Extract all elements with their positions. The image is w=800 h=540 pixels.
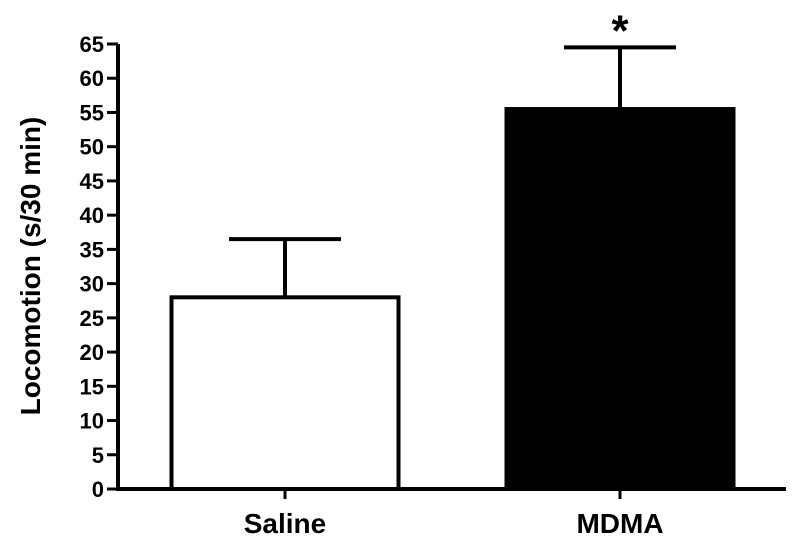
bar-mdma — [504, 107, 736, 492]
y-tick-label: 35 — [80, 237, 104, 262]
labels: Saline MDMA * 0 5 10 15 20 25 30 35 40 45 50 55 60 65 — [80, 6, 664, 539]
y-tick-label: 25 — [80, 306, 104, 331]
category-label-mdma: MDMA — [576, 508, 663, 539]
y-tick-label: 65 — [80, 32, 104, 57]
bars — [169, 45, 736, 492]
y-tick-label: 0 — [92, 477, 104, 502]
y-tick-label: 50 — [80, 135, 104, 160]
y-tick-label: 5 — [92, 443, 104, 468]
y-tick-label: 10 — [80, 409, 104, 434]
y-tick-label: 40 — [80, 203, 104, 228]
y-tick-label: 15 — [80, 374, 104, 399]
y-axis-title: Locomotion (s/30 min) — [15, 117, 46, 416]
category-label-saline: Saline — [244, 508, 326, 539]
y-tick-label: 45 — [80, 169, 104, 194]
significance-marker: * — [611, 6, 629, 55]
y-tick-label: 60 — [80, 66, 104, 91]
bar-saline — [169, 295, 401, 491]
y-tick-label: 20 — [80, 340, 104, 365]
y-tick-label: 55 — [80, 100, 104, 125]
y-tick-label: 30 — [80, 272, 104, 297]
